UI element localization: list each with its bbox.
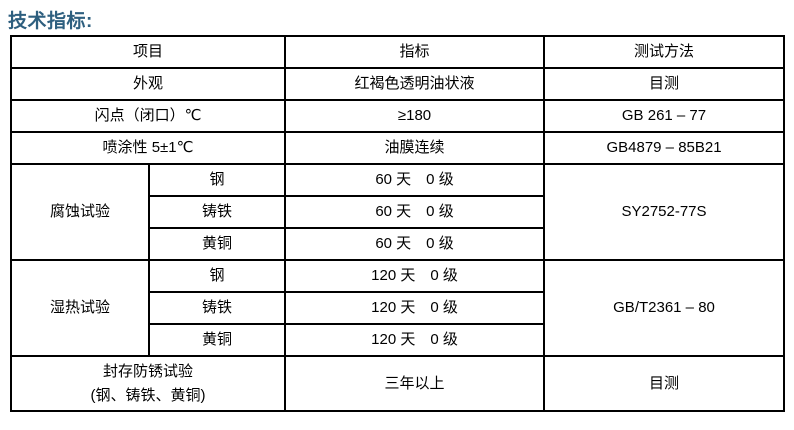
spec-table: 项目 指标 测试方法 外观 红褐色透明油状液 目测 闪点（闭口）℃ ≥180 G…: [9, 35, 786, 412]
header-spec: 指标: [284, 35, 546, 69]
cell-appearance-item: 外观: [9, 67, 287, 101]
row-corrosion-steel: 腐蚀试验 钢 60 天 0 级 SY2752-77S: [10, 163, 786, 261]
cell-corrosion-brass-item: 黄铜: [147, 227, 287, 261]
row-appearance: 外观 红褐色透明油状液 目测: [9, 67, 786, 101]
cell-damp-heat-steel-spec: 120 天 0 级: [284, 259, 546, 293]
sealed-rust-item-line1: 封存防锈试验: [103, 362, 194, 380]
row-damp-heat-cast-iron: 铸铁 120 天 0 级: [11, 291, 784, 325]
header-method: 测试方法: [543, 35, 786, 69]
cell-flash-point-spec: ≥180: [284, 99, 546, 133]
cell-damp-heat-group: 湿热试验: [10, 259, 150, 357]
cell-sprayability-item: 喷涂性 5±1℃: [9, 131, 287, 165]
cell-sprayability-spec: 油膜连续: [284, 131, 546, 165]
cell-flash-point-method: GB 261 – 77: [543, 99, 786, 133]
cell-corrosion-group: 腐蚀试验: [10, 163, 150, 261]
sealed-rust-item-line2: (钢、铸铁、黄铜): [90, 386, 206, 404]
cell-sealed-rust-spec: 三年以上: [284, 355, 546, 412]
row-sealed-rust: 封存防锈试验 (钢、铸铁、黄铜) 三年以上 目测: [9, 355, 786, 412]
cell-corrosion-cast-iron-item: 铸铁: [147, 195, 287, 229]
table-header-row: 项目 指标 测试方法: [9, 35, 786, 69]
row-damp-heat-brass: 黄铜 120 天 0 级: [11, 323, 784, 357]
cell-appearance-spec: 红褐色透明油状液: [284, 67, 546, 101]
cell-flash-point-item: 闪点（闭口）℃: [9, 99, 287, 133]
cell-damp-heat-brass-spec: 120 天 0 级: [284, 323, 546, 357]
cell-damp-heat-steel-item: 钢: [147, 259, 287, 293]
cell-corrosion-cast-iron-spec: 60 天 0 级: [284, 195, 546, 229]
page-title: 技术指标:: [8, 11, 93, 32]
cell-damp-heat-method: GB/T2361 – 80: [543, 259, 786, 357]
cell-sprayability-method: GB4879 – 85B21: [543, 131, 786, 165]
cell-corrosion-steel-spec: 60 天 0 级: [284, 163, 546, 197]
cell-corrosion-steel-item: 钢: [147, 163, 287, 197]
cell-damp-heat-cast-iron-item: 铸铁: [147, 291, 287, 325]
cell-damp-heat-cast-iron-spec: 120 天 0 级: [284, 291, 546, 325]
cell-sealed-rust-item: 封存防锈试验 (钢、铸铁、黄铜): [9, 355, 287, 412]
cell-corrosion-brass-spec: 60 天 0 级: [284, 227, 546, 261]
row-corrosion-brass: 黄铜 60 天 0 级: [11, 227, 784, 261]
cell-corrosion-method: SY2752-77S: [543, 163, 786, 261]
cell-damp-heat-brass-item: 黄铜: [147, 323, 287, 357]
header-item: 项目: [9, 35, 287, 69]
row-damp-heat-steel: 湿热试验 钢 120 天 0 级 GB/T2361 – 80: [10, 259, 786, 357]
row-sprayability: 喷涂性 5±1℃ 油膜连续 GB4879 – 85B21: [9, 131, 786, 165]
row-corrosion-cast-iron: 铸铁 60 天 0 级: [11, 195, 784, 229]
row-flash-point: 闪点（闭口）℃ ≥180 GB 261 – 77: [9, 99, 786, 133]
cell-appearance-method: 目测: [543, 67, 786, 101]
cell-sealed-rust-method: 目测: [543, 355, 786, 412]
